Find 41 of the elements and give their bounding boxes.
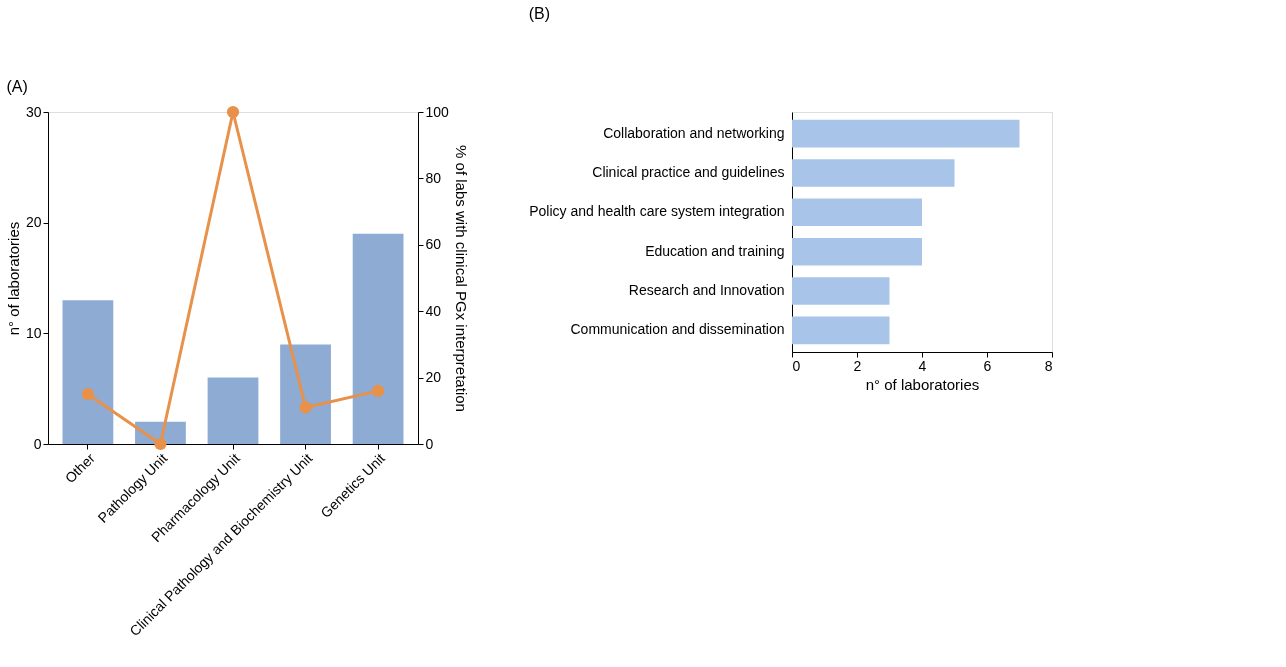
point [299,401,312,414]
x-axis-title: n° of laboratories [865,375,980,393]
bar [352,233,404,444]
x-tick-label: 0 [792,357,801,374]
y-tick-label: 30 [25,103,42,120]
x-tick-label: 6 [983,357,992,374]
y-tick-label: 20 [25,214,42,231]
point [154,437,167,451]
y2-axis-title: % of labs with clinical PGx interpretation [452,145,470,412]
y2-tick-label: 20 [425,369,442,386]
y2-tick-label: 60 [425,236,442,253]
point [81,388,95,401]
y-tick-label: Research and Innovation [628,282,785,299]
x-tick-label: 2 [853,357,862,374]
y-tick-label: Collaboration and networking [603,124,785,141]
y-axis-title: n° of laboratories [4,221,22,336]
y-tick-label: Clinical practice and guidelines [592,163,785,180]
point [371,384,385,397]
bar [792,277,890,305]
y-tick-label: Communication and dissemination [570,321,785,338]
point [226,105,240,119]
x-tick-label: 4 [918,357,927,374]
y-tick-label: 0 [33,435,42,452]
y2-tick-label: 0 [425,435,434,452]
bar [792,237,922,266]
y2-tick-label: 40 [425,302,442,319]
bar [792,316,890,345]
y-tick-label: 10 [25,324,42,341]
bar [207,377,259,444]
bar [62,300,114,444]
y2-tick-label: 80 [425,169,442,186]
text: (B) [528,5,551,22]
bar [792,198,922,227]
bar [792,159,955,187]
y-tick-label: Education and training [645,242,785,259]
bar [280,344,331,444]
y-tick-label: Policy and health care system integration [529,203,785,220]
x-tick-label: 8 [1044,357,1053,374]
y2-tick-label: 100 [425,103,450,120]
bar [792,119,1020,148]
chart-title: (A) [6,78,28,95]
